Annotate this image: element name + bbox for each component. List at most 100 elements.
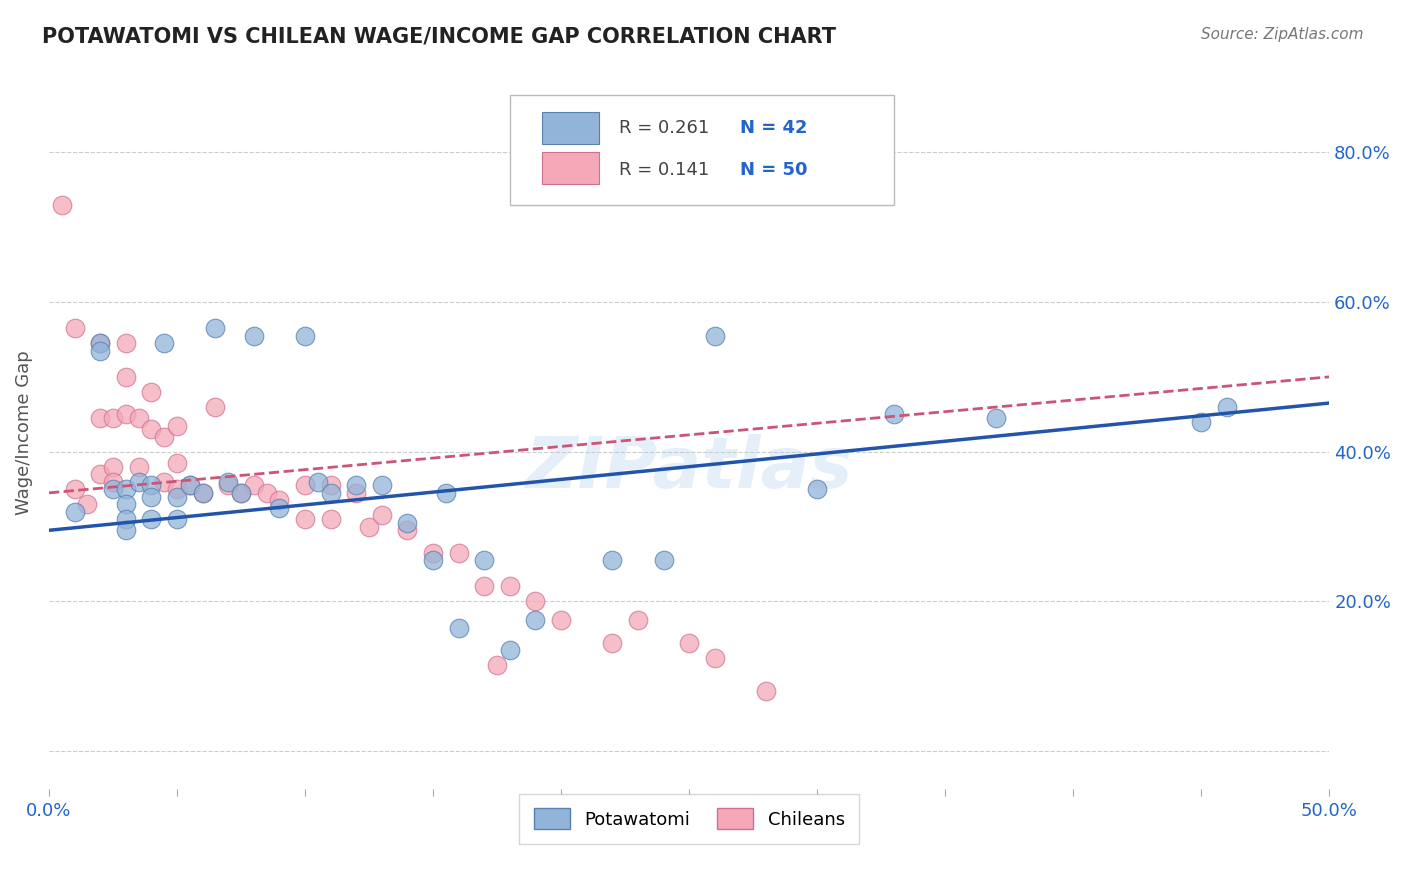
Point [447,546,470,560]
Point [141,422,163,436]
Point [63,482,86,496]
Point [141,512,163,526]
Point [179,478,201,492]
Point [63,321,86,335]
Point [294,328,316,343]
Point [101,411,124,425]
Point [179,478,201,492]
Point [89,336,111,351]
Point [243,478,266,492]
Point [89,336,111,351]
Point [294,512,316,526]
Point [499,579,522,593]
Point [101,475,124,489]
Text: N = 42: N = 42 [741,119,808,137]
Point [141,490,163,504]
Point [191,486,214,500]
Point [447,621,470,635]
Point [371,508,394,523]
Point [422,546,444,560]
Point [114,482,136,496]
Point [204,321,226,335]
Text: R = 0.141: R = 0.141 [619,161,709,179]
Point [357,519,380,533]
Point [371,478,394,492]
Point [114,523,136,537]
Point [217,475,239,489]
Point [76,497,98,511]
Point [307,475,329,489]
Point [600,553,623,567]
Point [344,486,367,500]
Point [141,384,163,399]
FancyBboxPatch shape [541,153,599,184]
Point [627,613,650,627]
Point [652,553,675,567]
Point [128,411,150,425]
Point [524,613,547,627]
Text: Source: ZipAtlas.com: Source: ZipAtlas.com [1201,27,1364,42]
Legend: Potawatomi, Chileans: Potawatomi, Chileans [519,794,859,844]
Point [269,493,291,508]
Point [153,336,176,351]
Point [396,523,419,537]
Text: POTAWATOMI VS CHILEAN WAGE/INCOME GAP CORRELATION CHART: POTAWATOMI VS CHILEAN WAGE/INCOME GAP CO… [42,27,837,46]
FancyBboxPatch shape [510,95,894,205]
Point [986,411,1008,425]
Point [472,553,495,567]
Point [166,482,188,496]
Point [703,328,725,343]
Point [806,482,828,496]
Text: N = 50: N = 50 [741,161,808,179]
Point [600,635,623,649]
Point [229,486,252,500]
Point [703,650,725,665]
Point [114,497,136,511]
Point [101,459,124,474]
Point [319,478,342,492]
Point [243,328,266,343]
Point [1216,400,1239,414]
Point [486,658,509,673]
Point [422,553,444,567]
Point [319,512,342,526]
Point [396,516,419,530]
Point [128,459,150,474]
Point [114,336,136,351]
Point [229,486,252,500]
Point [269,500,291,515]
Y-axis label: Wage/Income Gap: Wage/Income Gap [15,351,32,516]
Point [319,486,342,500]
Point [89,467,111,482]
Point [51,197,73,211]
Point [204,400,226,414]
Point [114,407,136,421]
Point [63,505,86,519]
Point [114,512,136,526]
Point [678,635,700,649]
Point [256,486,278,500]
Point [472,579,495,593]
Point [755,684,778,698]
Point [89,411,111,425]
Point [434,486,457,500]
Point [101,482,124,496]
Text: ZIPatlas: ZIPatlas [526,434,853,503]
Point [1189,415,1212,429]
Point [166,456,188,470]
Point [89,343,111,358]
Point [294,478,316,492]
Point [141,478,163,492]
Point [524,594,547,608]
Point [114,369,136,384]
Point [166,418,188,433]
Point [153,430,176,444]
Point [499,643,522,657]
Point [166,490,188,504]
FancyBboxPatch shape [541,112,599,144]
Text: R = 0.261: R = 0.261 [619,119,709,137]
Point [166,512,188,526]
Point [550,613,572,627]
Point [191,486,214,500]
Point [128,475,150,489]
